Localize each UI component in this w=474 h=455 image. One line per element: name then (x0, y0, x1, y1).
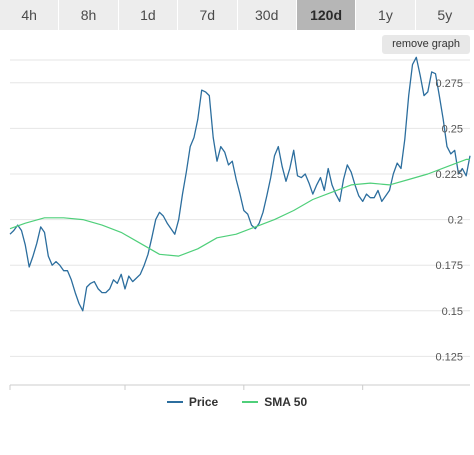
legend-item-sma[interactable]: SMA 50 (242, 395, 307, 409)
remove-graph-button[interactable]: remove graph (382, 35, 470, 54)
price-series-line (9, 56, 471, 312)
legend-swatch-price (166, 401, 183, 403)
y-tick-label: 0.275 (435, 78, 463, 90)
y-tick-label: 0.225 (435, 169, 463, 181)
tab-5y[interactable]: 5y (415, 0, 474, 30)
tab-120d[interactable]: 120d (296, 0, 357, 30)
tab-1d[interactable]: 1d (118, 0, 179, 30)
legend-label-sma: SMA 50 (264, 395, 308, 409)
x-axis: Jun '25Jul '25Aug '25Sep '25 (9, 384, 470, 390)
y-tick-label: 0.125 (435, 351, 463, 363)
chart-series (9, 56, 471, 312)
sma-series-line (9, 158, 470, 257)
tab-1y[interactable]: 1y (356, 0, 416, 30)
tab-8h[interactable]: 8h (59, 0, 119, 30)
legend-swatch-sma (242, 401, 259, 403)
price-chart: Jun '25Jul '25Aug '25Sep '25 0.2750.250.… (9, 56, 471, 390)
tab-4h[interactable]: 4h (0, 0, 60, 30)
tab-7d[interactable]: 7d (178, 0, 238, 30)
y-axis: 0.275 0.25 0.225 0.2 0.175 0.15 0.125 (435, 78, 463, 364)
chart-legend: Price SMA 50 (0, 392, 474, 412)
legend-label-price: Price (188, 395, 219, 409)
grid-lines (10, 59, 470, 357)
y-tick-label: 0.175 (435, 260, 463, 272)
legend-item-price[interactable]: Price (166, 395, 219, 409)
y-tick-label: 0.25 (442, 123, 463, 135)
y-tick-label: 0.2 (448, 215, 463, 227)
y-tick-label: 0.15 (442, 306, 463, 318)
tab-30d[interactable]: 30d (237, 0, 297, 30)
timeframe-tabs: 4h 8h 1d 7d 30d 120d 1y 5y (0, 0, 474, 30)
